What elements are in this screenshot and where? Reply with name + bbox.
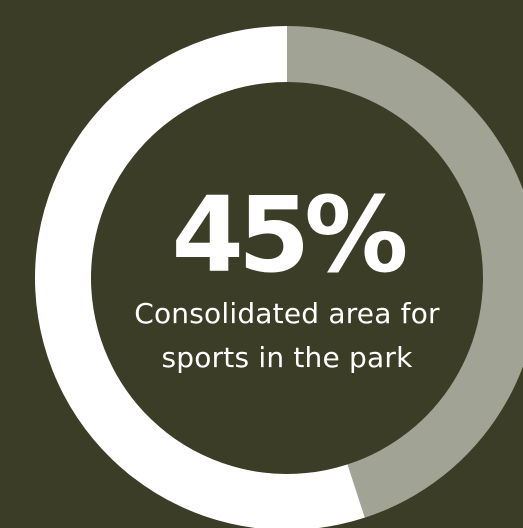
percentage-value: 45% (171, 174, 409, 296)
donut-slice-remainder (34, 26, 365, 528)
donut-center-label: 45% Consolidated area for sports in the … (92, 180, 482, 380)
chart-caption: Consolidated area for sports in the park (134, 297, 440, 374)
donut-slice-sports-area (287, 26, 523, 518)
